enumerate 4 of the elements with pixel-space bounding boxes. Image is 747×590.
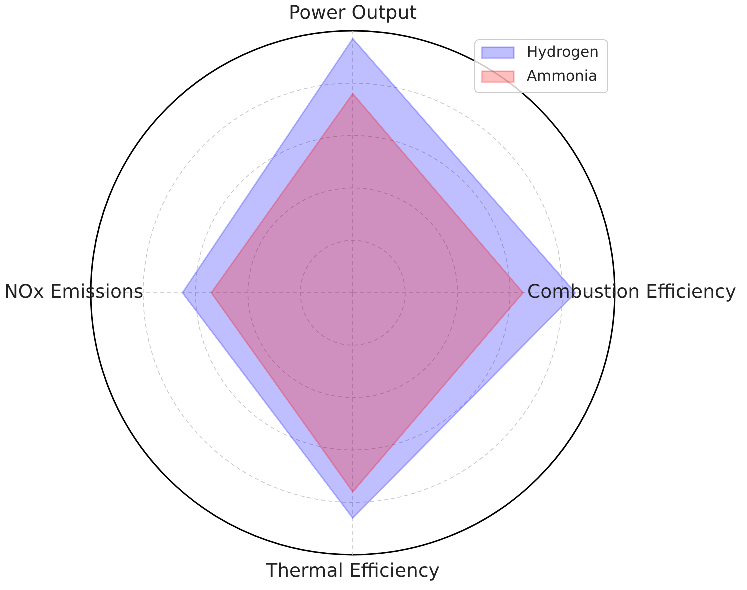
spoke-label: Power Output: [289, 2, 417, 24]
legend-label: Ammonia: [527, 68, 598, 85]
legend-label: Hydrogen: [527, 44, 600, 61]
spoke-label: Thermal Efficiency: [265, 560, 440, 582]
